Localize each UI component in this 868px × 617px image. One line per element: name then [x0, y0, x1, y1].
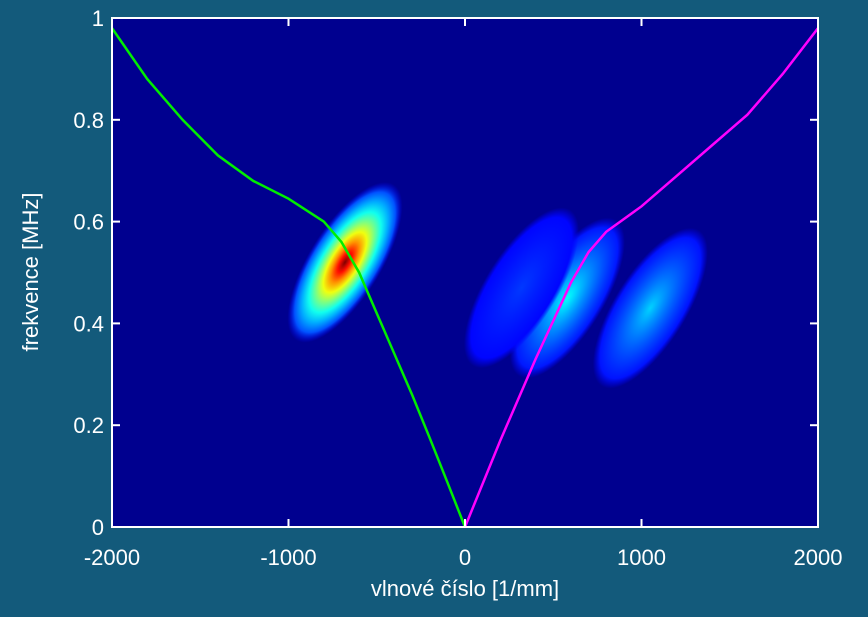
heatmap-blob [509, 217, 625, 379]
x-tick-label: 0 [459, 545, 471, 570]
line [110, 27, 467, 528]
y-tick-label: 1 [92, 6, 104, 31]
x-tick-label: 1000 [617, 545, 666, 570]
heatmap-blob [287, 182, 403, 343]
x-axis-label: vlnové číslo [1/mm] [371, 576, 559, 601]
y-tick-label: 0.2 [73, 413, 104, 438]
y-tick-label: 0.4 [73, 311, 104, 336]
y-tick-label: 0.8 [73, 108, 104, 133]
heatmap [287, 182, 708, 389]
y-axis-label: frekvence [MHz] [18, 193, 43, 352]
x-tick-label: -2000 [84, 545, 140, 570]
y-tick-label: 0.6 [73, 210, 104, 235]
heatmap-blob [592, 227, 708, 389]
y-tick-label: 0 [92, 515, 104, 540]
x-tick-label: -1000 [260, 545, 316, 570]
x-tick-label: 2000 [794, 545, 843, 570]
line [463, 27, 819, 528]
plot-background [112, 18, 818, 527]
heatmap-blob [463, 207, 580, 369]
